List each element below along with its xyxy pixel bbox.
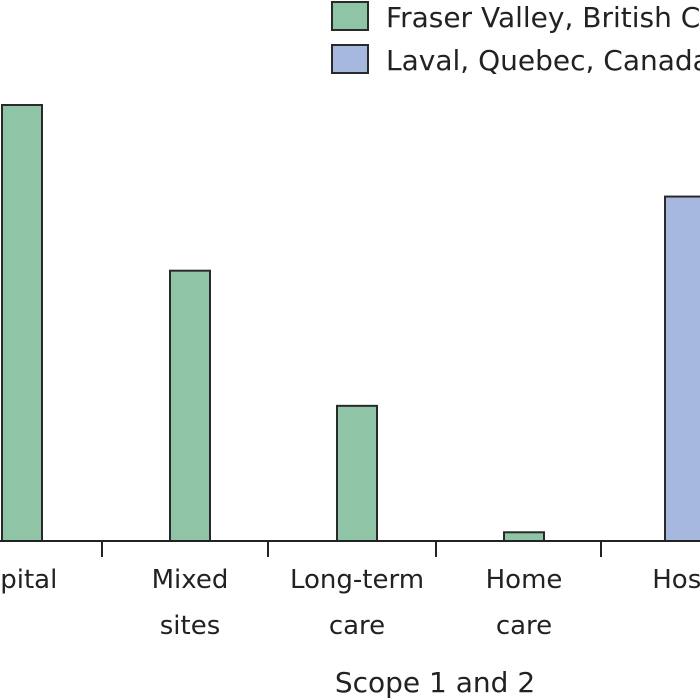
x-axis-tick-labels: spital Mixed sites Long-term care Home care Hos… [0,565,700,641]
legend: Fraser Valley, British Co Laval, Quebec, … [331,1,700,77]
legend-swatch-0 [331,1,369,31]
legend-swatch-1 [331,44,369,74]
bar-series0-cat3 [503,531,545,543]
bar-series0-cat2 [336,404,378,542]
bar-series0-cat0 [1,104,43,542]
bars-group [1,104,700,543]
x-tick-label-3-1: care [496,611,552,641]
x-axis-ticks [101,541,602,557]
x-tick-label-1-0: Mixed [152,565,229,595]
x-tick-label-2-1: care [329,611,385,641]
x-tick-label-0-0: spital [0,565,57,595]
x-tick-label-3-0: Home [486,565,563,595]
x-tick-label-1-1: sites [160,611,221,641]
legend-label-0: Fraser Valley, British Co [386,1,700,34]
bar-series0-cat1 [169,269,211,542]
x-tick-label-4-0: Hosp [652,565,700,595]
legend-label-1: Laval, Quebec, Canada [386,44,700,77]
bar-series1-cat4 [664,195,700,542]
x-tick-label-2-0: Long-term [290,565,424,595]
x-axis-title: Scope 1 and 2 [335,666,535,699]
